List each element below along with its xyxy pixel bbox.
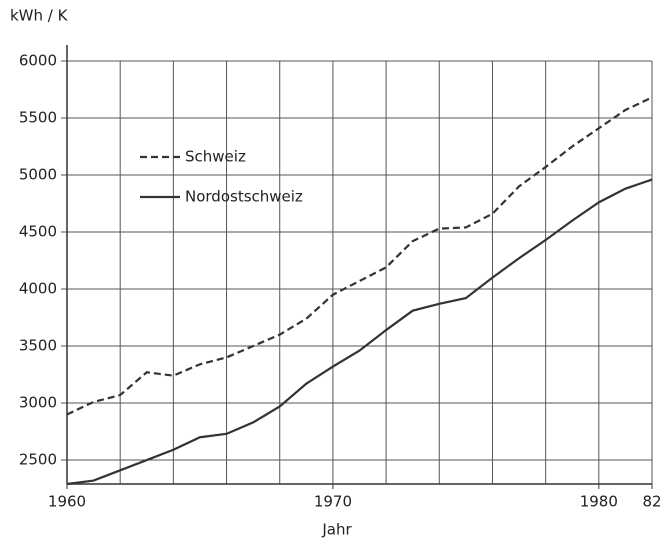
y-tick-label: 5500 [19, 108, 57, 126]
x-tick-label: 1980 [580, 493, 618, 511]
y-tick-label: 2500 [19, 451, 57, 469]
y-tick-label: 6000 [19, 51, 57, 69]
line [66, 178, 653, 486]
y-axis-label: kWh / K [10, 7, 69, 25]
legend-label: Schweiz [185, 148, 246, 166]
y-tick-label: 3500 [19, 337, 57, 355]
y-tick-label: 3000 [19, 394, 57, 412]
x-tick-label: 1960 [48, 493, 86, 511]
line [66, 96, 653, 416]
y-tick-label: 4500 [19, 223, 57, 241]
y-tick-label: 4000 [19, 280, 57, 298]
x-tick-label: 82 [642, 493, 661, 511]
y-tick-label: 5000 [19, 165, 57, 183]
legend-label: Nordostschweiz [185, 188, 303, 206]
x-axis-label: Jahr [321, 521, 352, 539]
x-tick-label: 1970 [314, 493, 352, 511]
